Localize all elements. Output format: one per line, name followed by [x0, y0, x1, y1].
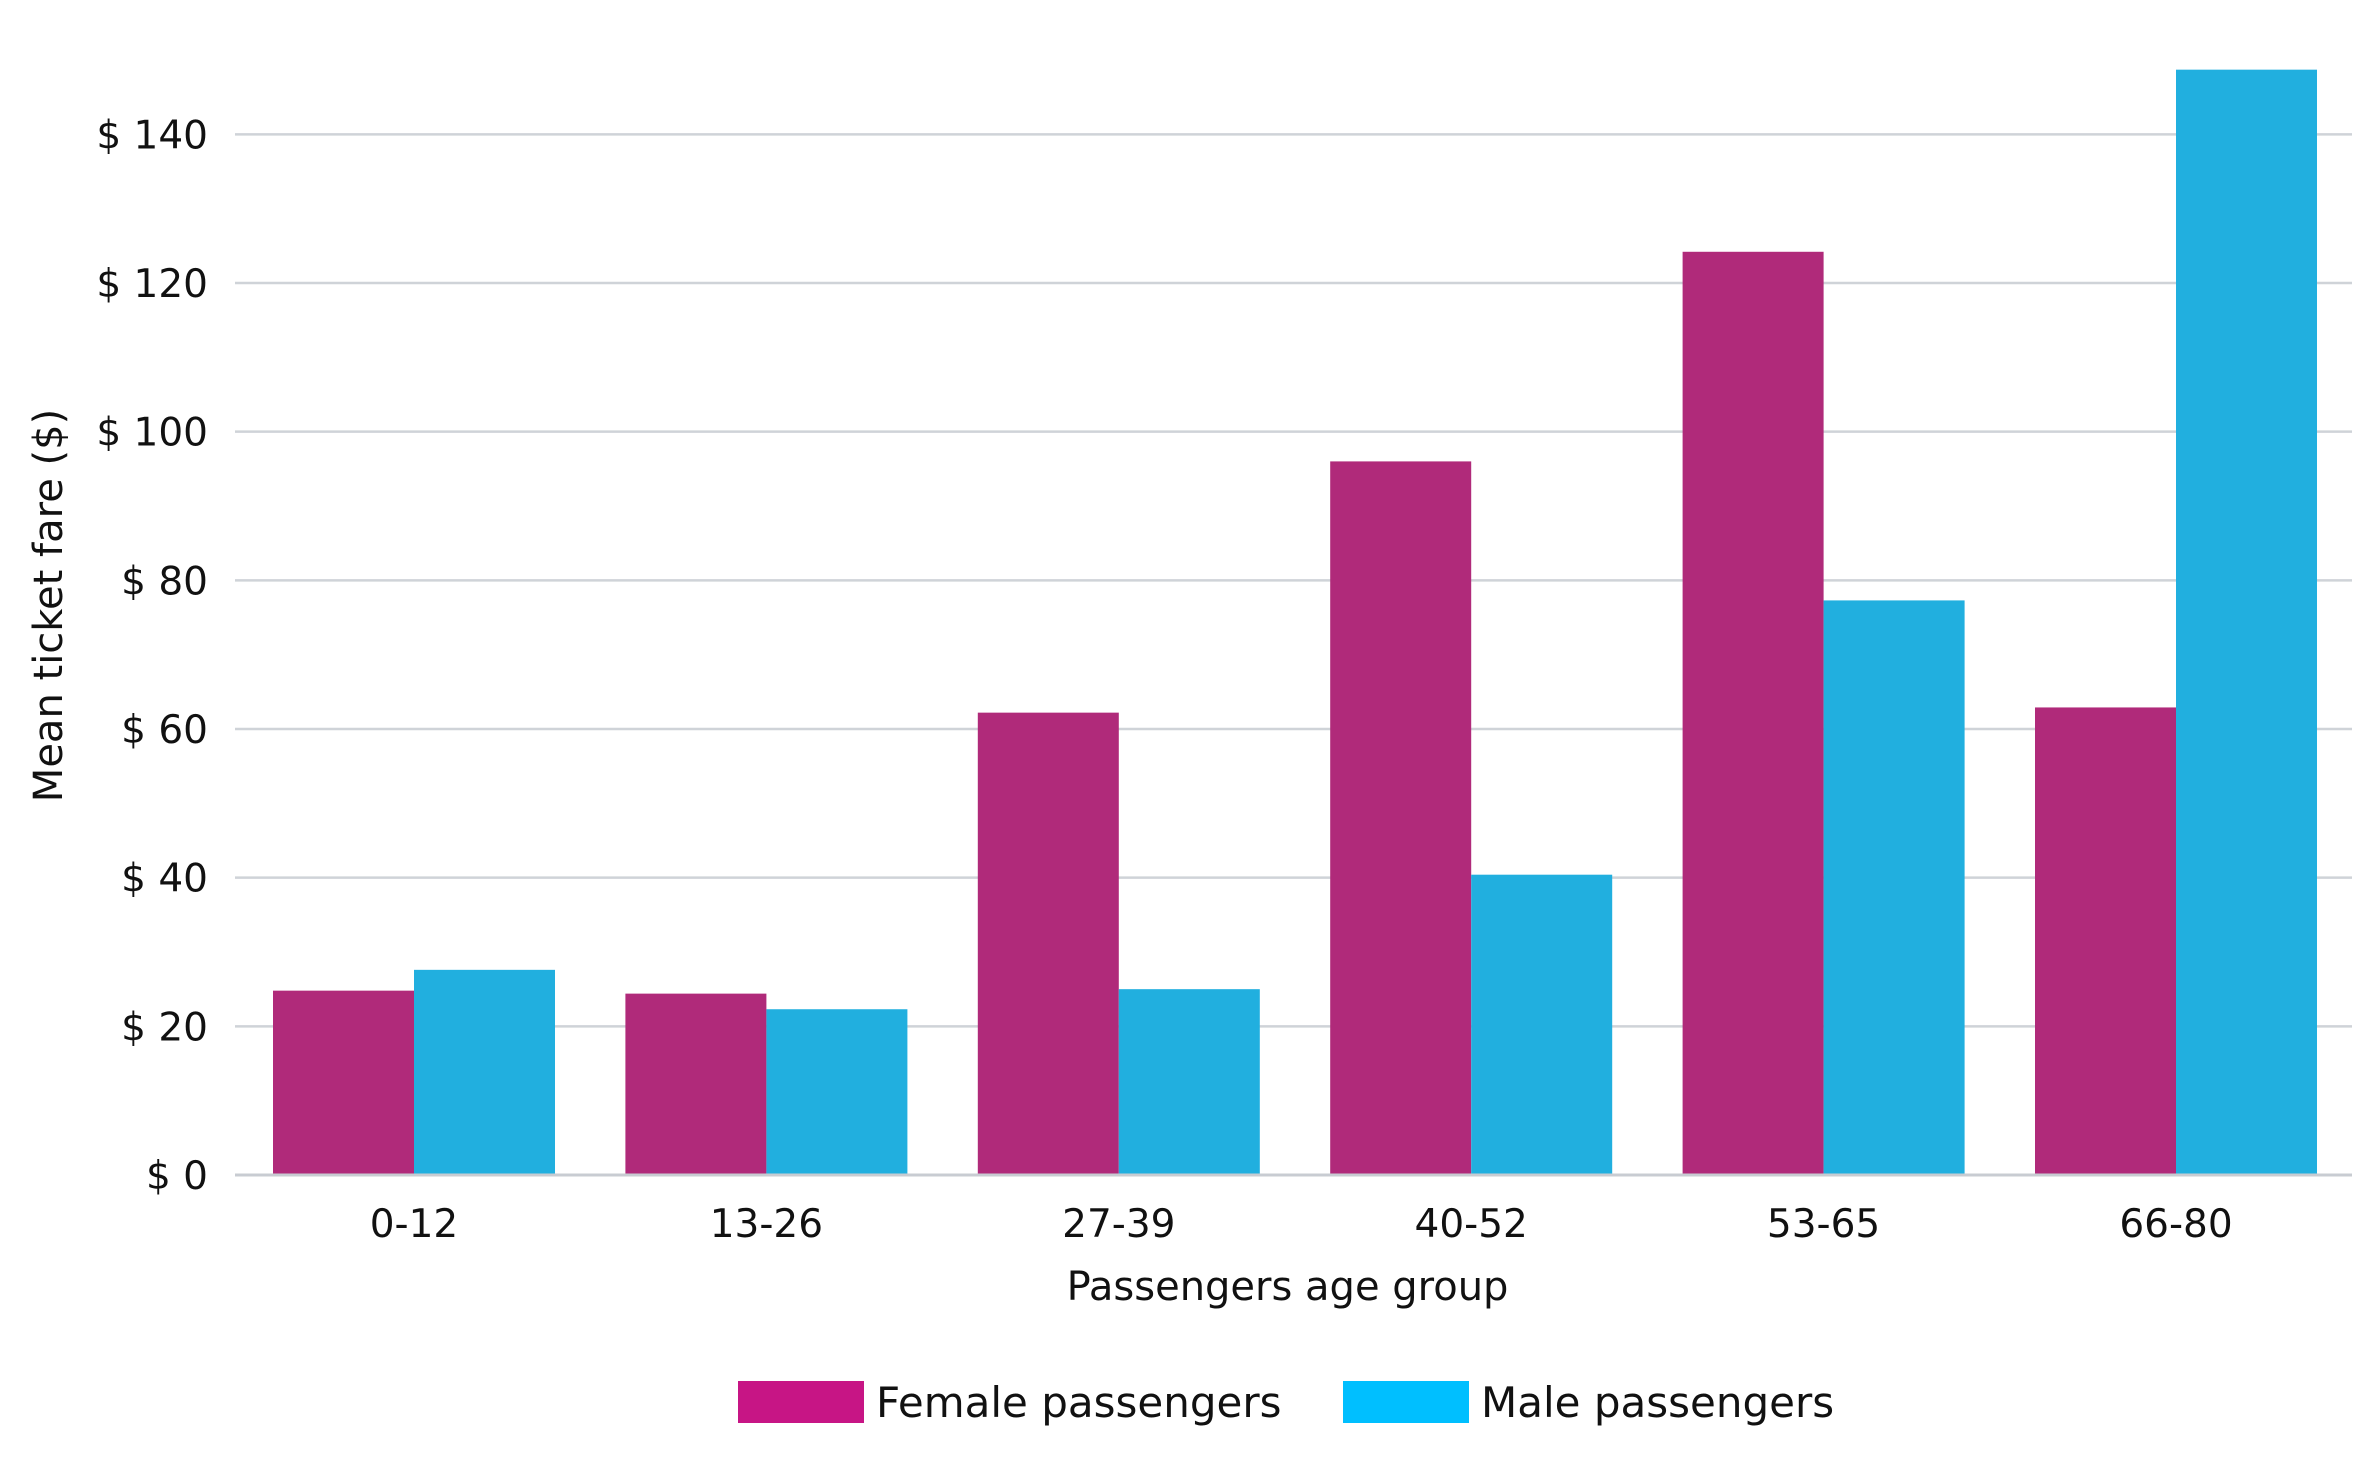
x-axis-ticks: 0-12 13-26 27-39 40-52 53-65 66-80 — [370, 1202, 2233, 1247]
legend: Female passengers Male passengers — [738, 1378, 1834, 1427]
bar-male-40-52 — [1471, 874, 1613, 1175]
y-tick-label: $ 60 — [121, 708, 208, 753]
y-tick-label: $ 100 — [96, 411, 208, 456]
x-tick-label: 27-39 — [1062, 1202, 1175, 1247]
x-tick-label: 0-12 — [370, 1202, 459, 1247]
y-tick-label: $ 40 — [121, 857, 208, 902]
y-tick-label: $ 140 — [96, 113, 208, 158]
bar-female-27-39 — [977, 712, 1119, 1175]
bar-female-53-65 — [1682, 251, 1824, 1175]
x-tick-label: 53-65 — [1767, 1202, 1880, 1247]
legend-swatch-male — [1343, 1381, 1469, 1423]
y-axis-ticks: $ 0 $ 20 $ 40 $ 60 $ 80 $ 100 $ 120 $ 140 — [96, 113, 208, 1199]
legend-label-male: Male passengers — [1481, 1378, 1834, 1427]
bar-female-0-12 — [273, 990, 414, 1175]
x-tick-label: 66-80 — [2119, 1202, 2232, 1247]
bar-female-13-26 — [625, 993, 767, 1175]
bar-female-40-52 — [1330, 461, 1472, 1175]
y-axis-title: Mean ticket fare ($) — [26, 409, 72, 802]
y-tick-label: $ 80 — [121, 559, 208, 604]
bar-male-0-12 — [414, 969, 555, 1175]
bar-female-66-80 — [2035, 707, 2176, 1175]
y-tick-label: $ 0 — [146, 1154, 208, 1199]
y-tick-label: $ 20 — [121, 1005, 208, 1050]
x-tick-label: 40-52 — [1415, 1202, 1528, 1247]
legend-swatch-female — [738, 1381, 864, 1423]
bar-male-53-65 — [1823, 600, 1965, 1175]
bars — [273, 69, 2317, 1175]
x-axis-title: Passengers age group — [1067, 1264, 1509, 1310]
y-tick-label: $ 120 — [96, 262, 208, 307]
legend-label-female: Female passengers — [876, 1378, 1281, 1427]
bar-male-13-26 — [766, 1009, 908, 1175]
bar-male-66-80 — [2176, 69, 2317, 1175]
bar-male-27-39 — [1118, 989, 1260, 1175]
x-tick-label: 13-26 — [710, 1202, 823, 1247]
gridlines — [235, 133, 2352, 1028]
